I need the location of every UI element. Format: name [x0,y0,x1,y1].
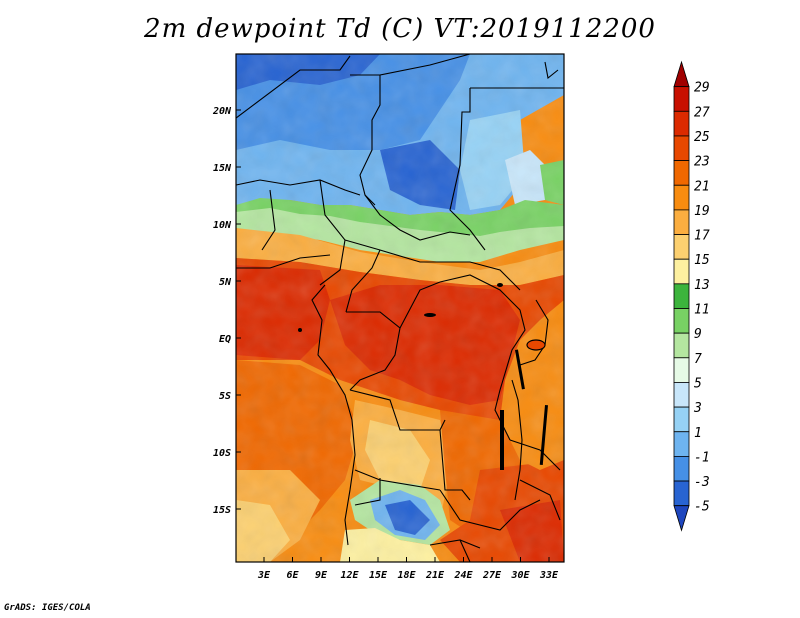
colorbar-swatch [673,234,690,260]
lon-tick-label: 6E [286,570,299,581]
colorbar-swatch [673,135,690,161]
lon-tick-label: 3E [257,570,271,581]
dewpoint-field [236,54,564,562]
colorbar-label: 17 [694,229,710,244]
colorbar-swatch [673,258,690,285]
colorbar-swatch [673,184,690,211]
lon-tick-label: 27E [482,570,502,581]
colorbar-label: 25 [694,130,710,145]
colorbar-label: 1 [694,426,702,441]
colorbar-swatch [673,283,690,309]
colorbar-swatch [673,110,690,137]
credit-text: GrADS: IGES/COLA [4,603,91,613]
colorbar-swatch [673,382,690,408]
colorbar-swatch [673,431,690,457]
colorbar-label: -3 [694,475,710,490]
lon-tick-label: 15E [369,570,388,581]
colorbar-label: 23 [694,155,710,170]
lat-tick-label: 15N [213,163,232,174]
lat-tick-label: 15S [213,505,231,516]
colorbar-label: 19 [694,204,710,219]
colorbar-swatch [673,406,690,433]
lon-tick-label: 24E [453,570,473,581]
lon-tick-label: 21E [425,570,445,581]
colorbar-label: 5 [694,376,702,391]
colorbar-label: 3 [693,401,702,416]
colorbar-label: 29 [694,81,710,96]
colorbar-swatch [673,209,690,235]
lat-tick-label: 10N [213,220,232,231]
map-title: 2m dewpoint Td (C) VT:2019112200 [144,14,656,44]
colorbar-label: 27 [694,105,710,120]
lat-tick-label: 5N [219,277,232,288]
colorbar-swatch [673,160,690,186]
colorbar-label: 9 [694,327,702,342]
colorbar-swatch [673,480,690,507]
colorbar-swatch [673,332,690,359]
colorbar-label: 13 [694,278,710,293]
colorbar-label: -1 [694,450,710,465]
lon-tick-label: 18E [397,570,416,581]
lat-tick-label: 10S [213,448,231,459]
lakes [298,283,548,470]
colorbar-label: 11 [694,303,710,318]
map-frame [235,53,565,563]
lon-tick-label: 33E [539,570,559,581]
colorbar-label: 15 [694,253,710,268]
lon-tick-label: 30E [510,570,530,581]
longitude-axis: 3E 6E 9E 12E 15E 18E 21E 24E 27E 30E 33E [257,557,559,581]
colorbar-label: 21 [694,179,710,194]
colorbar-label: -5 [694,500,710,515]
colorbar: 29 27 25 23 21 19 17 15 13 11 9 7 5 3 1 -1 -3 -5 [673,60,710,532]
lat-tick-label: 5S [219,391,231,402]
colorbar-swatch [673,357,690,383]
latitude-axis: 20N 15N 10N 5N EQ 5S 10S 15S [212,106,241,516]
lat-tick-label: 20N [212,106,232,117]
lat-tick-label: EQ [219,334,231,345]
lon-tick-label: 9E [315,570,328,581]
colorbar-swatch [673,505,690,532]
colorbar-swatch [673,455,690,482]
lon-tick-label: 12E [340,570,359,581]
colorbar-swatch [673,60,690,88]
colorbar-label: 7 [694,352,702,367]
colorbar-swatch [673,308,690,334]
country-boundaries [236,54,564,562]
colorbar-swatch [673,86,690,112]
